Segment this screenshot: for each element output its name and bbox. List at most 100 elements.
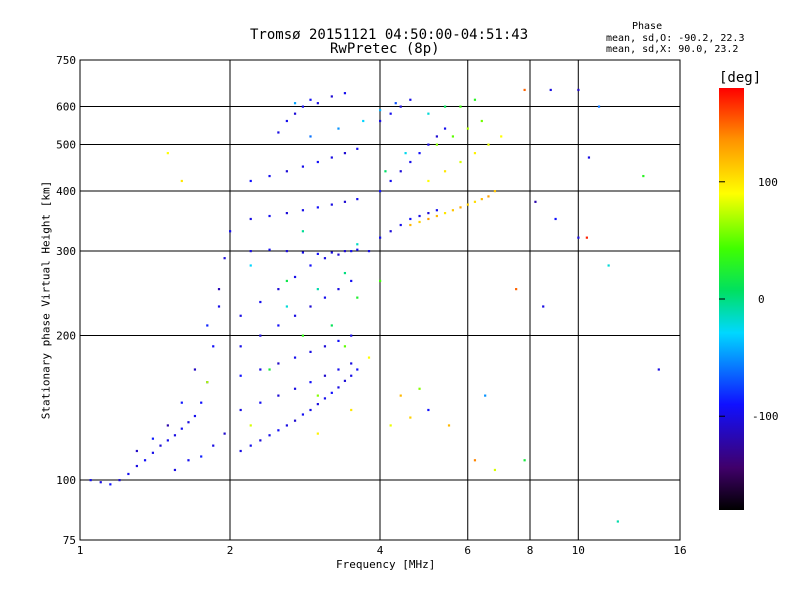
data-point [379,119,382,123]
data-point [166,424,169,427]
data-point [293,102,297,105]
data-point [435,214,438,218]
data-point [343,379,347,382]
data-point [239,374,242,377]
colorbar-tick-label: -100 [752,410,779,423]
data-point [350,334,353,337]
data-point [316,432,319,435]
data-point [249,444,252,447]
chart-title: Tromsø 20151121 04:50:00-04:51:43 [250,27,529,43]
data-point [356,296,359,299]
data-point [239,449,242,453]
y-tick-label: 200 [56,330,76,343]
data-point [577,236,580,239]
data-point [451,135,455,138]
data-point [330,391,333,394]
data-point [337,253,340,256]
data-point [229,230,232,233]
data-point [193,414,197,418]
data-point [330,95,333,98]
data-point [585,236,588,239]
data-point [249,424,252,427]
data-point [277,131,280,134]
data-point [285,170,288,173]
x-tick-label: 4 [377,544,384,557]
data-point [166,152,169,155]
data-point [206,381,209,384]
x-tick-label: 1 [77,544,84,557]
data-point [293,275,297,279]
x-tick-label: 2 [227,544,234,557]
data-point [480,198,483,201]
data-point [493,190,497,193]
data-point [285,305,288,308]
data-point [350,279,353,283]
data-point [466,127,469,130]
x-tick-label: 6 [464,544,471,557]
data-point [277,362,280,365]
data-point [389,112,392,115]
data-point [487,143,490,146]
chart-subtitle: RwPretec (8p) [330,41,440,57]
data-point [217,305,221,308]
data-point [418,214,421,218]
y-tick-label: 750 [56,54,76,67]
data-point [259,439,262,442]
data-point [180,427,183,430]
data-point [443,127,447,130]
data-point [443,212,447,215]
data-point [399,394,402,397]
data-point [473,200,477,203]
data-point [451,209,455,212]
data-point [379,236,382,239]
data-point [200,401,203,404]
data-point [323,257,327,260]
data-point [443,170,447,173]
data-point [343,271,347,275]
data-point [343,345,347,348]
data-point [409,217,412,221]
data-point [484,394,487,397]
data-point [293,356,297,359]
data-point [356,368,359,371]
plot-frame [79,59,681,541]
data-point [435,135,438,138]
data-point [206,324,209,327]
data-point [285,212,288,215]
data-point [285,279,288,283]
data-point [642,174,645,178]
data-point [268,248,271,251]
data-point [316,252,319,256]
data-point [268,434,271,437]
data-point [473,98,477,101]
data-point [330,203,333,206]
data-point [316,206,319,209]
data-point [135,464,138,468]
data-point [577,88,580,92]
data-point [316,160,319,164]
data-point [367,250,371,253]
data-point [249,217,252,221]
data-point [293,387,297,390]
data-point [285,250,288,253]
data-point [427,212,430,215]
data-point [350,408,353,412]
data-point [323,374,327,377]
data-point [409,160,412,164]
data-point [515,288,518,291]
data-point [301,230,305,233]
data-point [350,250,353,253]
data-point [356,248,359,251]
data-point [109,483,112,486]
data-point [89,479,92,482]
data-point [259,401,262,404]
data-point [127,472,130,476]
data-point [293,112,297,115]
data-point [173,468,177,472]
data-point [418,220,421,224]
data-point [362,119,365,123]
data-point [301,251,305,254]
data-point [435,143,438,146]
data-point [607,264,610,267]
data-point [309,98,312,101]
